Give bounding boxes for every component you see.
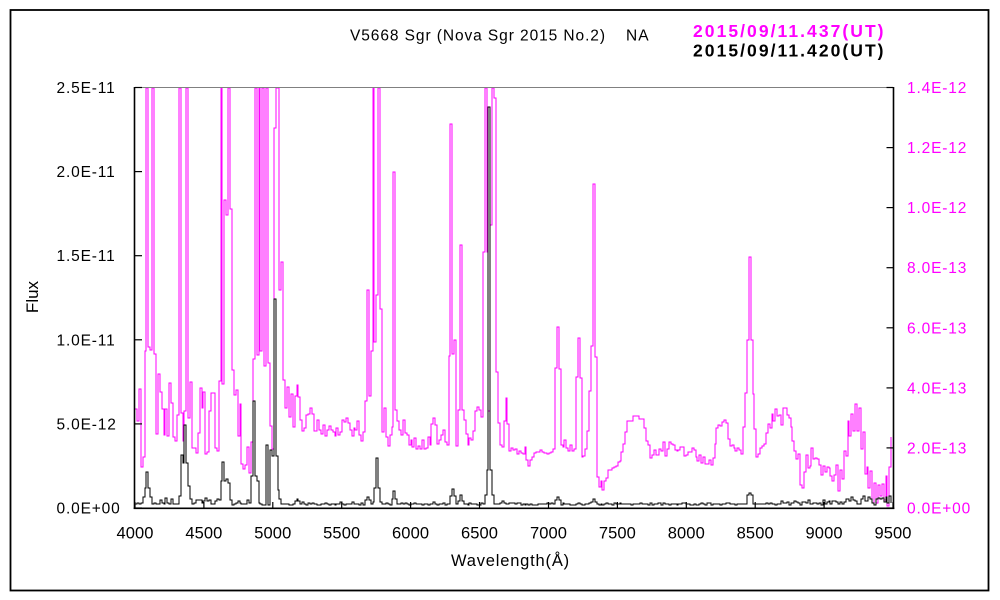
svg-text:4.0E-13: 4.0E-13 bbox=[907, 380, 967, 397]
svg-text:4500: 4500 bbox=[185, 525, 222, 543]
svg-text:Wavelength(Å): Wavelength(Å) bbox=[451, 551, 570, 570]
svg-text:5500: 5500 bbox=[323, 525, 360, 543]
svg-text:1.0E-12: 1.0E-12 bbox=[907, 200, 967, 217]
svg-text:9000: 9000 bbox=[806, 525, 843, 543]
svg-text:2.5E-11: 2.5E-11 bbox=[57, 80, 116, 97]
svg-text:1.0E-11: 1.0E-11 bbox=[57, 332, 116, 349]
svg-text:6.0E-13: 6.0E-13 bbox=[907, 320, 967, 337]
svg-text:6500: 6500 bbox=[461, 525, 498, 543]
svg-text:0.0E+00: 0.0E+00 bbox=[907, 501, 971, 518]
svg-text:NA: NA bbox=[626, 28, 650, 45]
svg-text:2.0E-13: 2.0E-13 bbox=[907, 440, 967, 457]
svg-text:V5668 Sgr (Nova Sgr 2015 No.2): V5668 Sgr (Nova Sgr 2015 No.2) bbox=[350, 28, 606, 45]
svg-text:2015/09/11.437(UT): 2015/09/11.437(UT) bbox=[693, 21, 886, 41]
svg-text:1.5E-11: 1.5E-11 bbox=[57, 248, 116, 265]
svg-text:5000: 5000 bbox=[254, 525, 291, 543]
svg-text:Flux: Flux bbox=[23, 280, 42, 313]
svg-text:4000: 4000 bbox=[116, 525, 153, 543]
svg-text:2015/09/11.420(UT): 2015/09/11.420(UT) bbox=[693, 41, 886, 61]
svg-text:8000: 8000 bbox=[668, 525, 705, 543]
svg-text:5.0E-12: 5.0E-12 bbox=[57, 416, 117, 433]
svg-text:9500: 9500 bbox=[874, 525, 911, 543]
svg-text:8500: 8500 bbox=[737, 525, 774, 543]
svg-text:1.2E-12: 1.2E-12 bbox=[907, 140, 967, 157]
svg-text:7500: 7500 bbox=[599, 525, 636, 543]
svg-text:8.0E-13: 8.0E-13 bbox=[907, 260, 967, 277]
svg-text:0.0E+00: 0.0E+00 bbox=[57, 501, 121, 518]
svg-text:6000: 6000 bbox=[392, 525, 429, 543]
svg-text:7000: 7000 bbox=[530, 525, 567, 543]
svg-text:1.4E-12: 1.4E-12 bbox=[907, 80, 967, 97]
svg-text:2.0E-11: 2.0E-11 bbox=[57, 164, 116, 181]
